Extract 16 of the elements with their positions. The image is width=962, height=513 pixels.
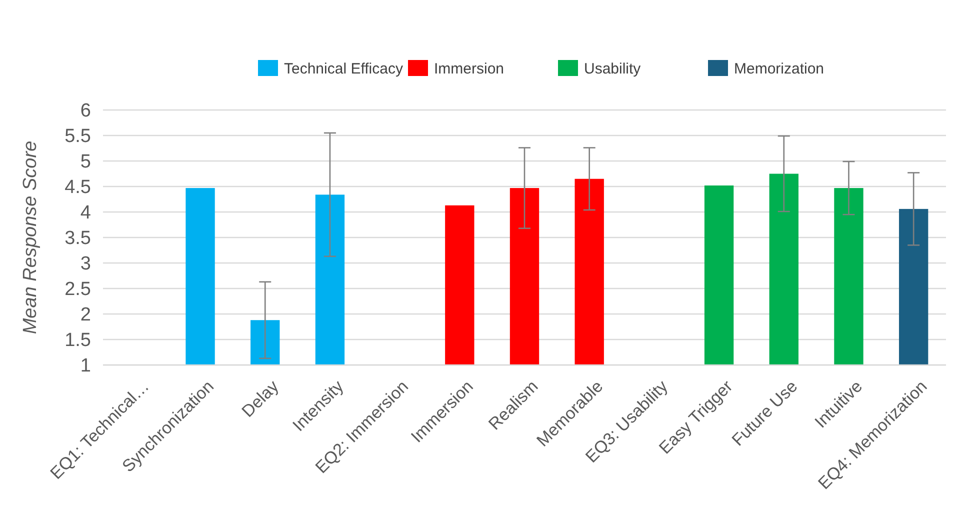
y-tick-label: 4.5 (64, 177, 91, 198)
y-tick-label: 1 (80, 356, 91, 377)
y-axis-title: Mean Response Score (20, 140, 41, 334)
y-tick-label: 6 (80, 100, 91, 122)
legend-label: Technical Efficacy (284, 60, 404, 78)
y-tick-label: 2 (80, 304, 91, 326)
y-tick-label: 3 (80, 254, 91, 275)
legend-label: Usability (584, 60, 642, 78)
legend-label: Memorization (734, 60, 824, 78)
legend-label: Immersion (434, 60, 504, 78)
y-tick-label: 3.5 (64, 228, 91, 250)
y-tick-label: 5.5 (64, 126, 91, 148)
y-tick-label: 2.5 (64, 279, 91, 300)
y-tick-label: 1.5 (64, 330, 91, 352)
y-tick-label: 4 (80, 202, 92, 224)
y-tick-label: 5 (80, 152, 91, 173)
